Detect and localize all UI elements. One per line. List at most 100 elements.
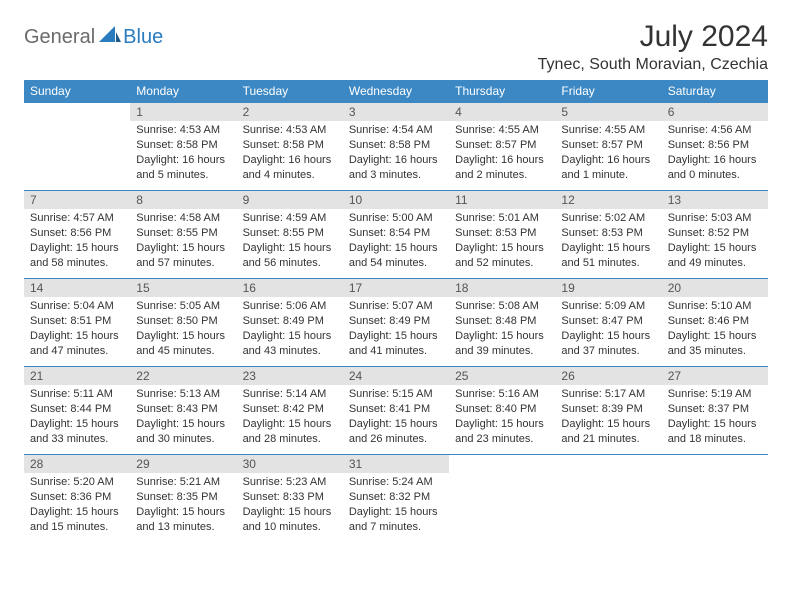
daylight-text: Daylight: 15 hours and 49 minutes. <box>668 241 762 271</box>
calendar-day-cell: 20Sunrise: 5:10 AMSunset: 8:46 PMDayligh… <box>662 279 768 367</box>
sunset-text: Sunset: 8:50 PM <box>136 314 230 329</box>
day-number: 28 <box>24 455 130 473</box>
sunset-text: Sunset: 8:39 PM <box>561 402 655 417</box>
daylight-text: Daylight: 15 hours and 13 minutes. <box>136 505 230 535</box>
daylight-text: Daylight: 15 hours and 45 minutes. <box>136 329 230 359</box>
day-number: 29 <box>130 455 236 473</box>
sunrise-text: Sunrise: 5:21 AM <box>136 475 230 490</box>
sunrise-text: Sunrise: 5:24 AM <box>349 475 443 490</box>
sunset-text: Sunset: 8:58 PM <box>243 138 337 153</box>
calendar-day-cell: 16Sunrise: 5:06 AMSunset: 8:49 PMDayligh… <box>237 279 343 367</box>
daylight-text: Daylight: 16 hours and 0 minutes. <box>668 153 762 183</box>
calendar-day-cell: 9Sunrise: 4:59 AMSunset: 8:55 PMDaylight… <box>237 191 343 279</box>
daylight-text: Daylight: 15 hours and 10 minutes. <box>243 505 337 535</box>
day-info: Sunrise: 4:53 AMSunset: 8:58 PMDaylight:… <box>237 121 343 184</box>
weekday-header: Tuesday <box>237 80 343 103</box>
sunset-text: Sunset: 8:58 PM <box>136 138 230 153</box>
calendar-week-row: 21Sunrise: 5:11 AMSunset: 8:44 PMDayligh… <box>24 367 768 455</box>
weekday-header: Saturday <box>662 80 768 103</box>
calendar-day-cell: 29Sunrise: 5:21 AMSunset: 8:35 PMDayligh… <box>130 455 236 543</box>
location: Tynec, South Moravian, Czechia <box>538 56 768 74</box>
calendar-day-cell: 21Sunrise: 5:11 AMSunset: 8:44 PMDayligh… <box>24 367 130 455</box>
day-number: 9 <box>237 191 343 209</box>
day-info: Sunrise: 5:11 AMSunset: 8:44 PMDaylight:… <box>24 385 130 448</box>
day-number <box>449 455 555 459</box>
daylight-text: Daylight: 16 hours and 4 minutes. <box>243 153 337 183</box>
sunrise-text: Sunrise: 4:55 AM <box>561 123 655 138</box>
day-number: 2 <box>237 103 343 121</box>
sunset-text: Sunset: 8:58 PM <box>349 138 443 153</box>
day-info: Sunrise: 4:56 AMSunset: 8:56 PMDaylight:… <box>662 121 768 184</box>
daylight-text: Daylight: 15 hours and 58 minutes. <box>30 241 124 271</box>
day-number: 31 <box>343 455 449 473</box>
sunset-text: Sunset: 8:57 PM <box>561 138 655 153</box>
day-number: 25 <box>449 367 555 385</box>
daylight-text: Daylight: 15 hours and 15 minutes. <box>30 505 124 535</box>
calendar-day-cell: 13Sunrise: 5:03 AMSunset: 8:52 PMDayligh… <box>662 191 768 279</box>
daylight-text: Daylight: 16 hours and 3 minutes. <box>349 153 443 183</box>
calendar-day-cell: 28Sunrise: 5:20 AMSunset: 8:36 PMDayligh… <box>24 455 130 543</box>
daylight-text: Daylight: 15 hours and 52 minutes. <box>455 241 549 271</box>
day-number: 6 <box>662 103 768 121</box>
daylight-text: Daylight: 15 hours and 47 minutes. <box>30 329 124 359</box>
calendar-day-cell: 26Sunrise: 5:17 AMSunset: 8:39 PMDayligh… <box>555 367 661 455</box>
day-info: Sunrise: 5:19 AMSunset: 8:37 PMDaylight:… <box>662 385 768 448</box>
sunset-text: Sunset: 8:32 PM <box>349 490 443 505</box>
calendar-day-cell: 23Sunrise: 5:14 AMSunset: 8:42 PMDayligh… <box>237 367 343 455</box>
day-number: 4 <box>449 103 555 121</box>
calendar-day-cell: 27Sunrise: 5:19 AMSunset: 8:37 PMDayligh… <box>662 367 768 455</box>
sunrise-text: Sunrise: 5:06 AM <box>243 299 337 314</box>
day-number: 23 <box>237 367 343 385</box>
sunrise-text: Sunrise: 4:55 AM <box>455 123 549 138</box>
day-info: Sunrise: 5:20 AMSunset: 8:36 PMDaylight:… <box>24 473 130 536</box>
day-info: Sunrise: 5:09 AMSunset: 8:47 PMDaylight:… <box>555 297 661 360</box>
sunset-text: Sunset: 8:53 PM <box>455 226 549 241</box>
sunrise-text: Sunrise: 5:09 AM <box>561 299 655 314</box>
calendar-day-cell <box>449 455 555 543</box>
sunrise-text: Sunrise: 4:56 AM <box>668 123 762 138</box>
sunset-text: Sunset: 8:37 PM <box>668 402 762 417</box>
calendar-day-cell: 3Sunrise: 4:54 AMSunset: 8:58 PMDaylight… <box>343 103 449 191</box>
day-info: Sunrise: 5:13 AMSunset: 8:43 PMDaylight:… <box>130 385 236 448</box>
calendar-week-row: 14Sunrise: 5:04 AMSunset: 8:51 PMDayligh… <box>24 279 768 367</box>
sunrise-text: Sunrise: 5:16 AM <box>455 387 549 402</box>
sunset-text: Sunset: 8:33 PM <box>243 490 337 505</box>
calendar-day-cell: 30Sunrise: 5:23 AMSunset: 8:33 PMDayligh… <box>237 455 343 543</box>
sunset-text: Sunset: 8:51 PM <box>30 314 124 329</box>
daylight-text: Daylight: 15 hours and 7 minutes. <box>349 505 443 535</box>
daylight-text: Daylight: 15 hours and 18 minutes. <box>668 417 762 447</box>
sunset-text: Sunset: 8:55 PM <box>136 226 230 241</box>
sunrise-text: Sunrise: 5:17 AM <box>561 387 655 402</box>
day-info: Sunrise: 5:06 AMSunset: 8:49 PMDaylight:… <box>237 297 343 360</box>
sunset-text: Sunset: 8:43 PM <box>136 402 230 417</box>
daylight-text: Daylight: 16 hours and 5 minutes. <box>136 153 230 183</box>
day-info: Sunrise: 5:07 AMSunset: 8:49 PMDaylight:… <box>343 297 449 360</box>
sunset-text: Sunset: 8:48 PM <box>455 314 549 329</box>
day-info: Sunrise: 4:59 AMSunset: 8:55 PMDaylight:… <box>237 209 343 272</box>
calendar-day-cell: 7Sunrise: 4:57 AMSunset: 8:56 PMDaylight… <box>24 191 130 279</box>
calendar-day-cell: 10Sunrise: 5:00 AMSunset: 8:54 PMDayligh… <box>343 191 449 279</box>
logo: General Blue <box>24 20 163 49</box>
calendar-day-cell: 18Sunrise: 5:08 AMSunset: 8:48 PMDayligh… <box>449 279 555 367</box>
sunset-text: Sunset: 8:35 PM <box>136 490 230 505</box>
calendar-week-row: 1Sunrise: 4:53 AMSunset: 8:58 PMDaylight… <box>24 103 768 191</box>
sunrise-text: Sunrise: 5:13 AM <box>136 387 230 402</box>
day-info: Sunrise: 5:17 AMSunset: 8:39 PMDaylight:… <box>555 385 661 448</box>
sunrise-text: Sunrise: 4:53 AM <box>243 123 337 138</box>
sunset-text: Sunset: 8:42 PM <box>243 402 337 417</box>
day-number <box>24 103 130 107</box>
sunrise-text: Sunrise: 5:03 AM <box>668 211 762 226</box>
calendar-day-cell: 15Sunrise: 5:05 AMSunset: 8:50 PMDayligh… <box>130 279 236 367</box>
calendar-day-cell: 11Sunrise: 5:01 AMSunset: 8:53 PMDayligh… <box>449 191 555 279</box>
calendar-day-cell: 4Sunrise: 4:55 AMSunset: 8:57 PMDaylight… <box>449 103 555 191</box>
day-info: Sunrise: 5:21 AMSunset: 8:35 PMDaylight:… <box>130 473 236 536</box>
daylight-text: Daylight: 16 hours and 2 minutes. <box>455 153 549 183</box>
day-number: 24 <box>343 367 449 385</box>
daylight-text: Daylight: 15 hours and 56 minutes. <box>243 241 337 271</box>
calendar-day-cell <box>555 455 661 543</box>
calendar-day-cell: 1Sunrise: 4:53 AMSunset: 8:58 PMDaylight… <box>130 103 236 191</box>
sunset-text: Sunset: 8:49 PM <box>349 314 443 329</box>
daylight-text: Daylight: 15 hours and 33 minutes. <box>30 417 124 447</box>
sunset-text: Sunset: 8:57 PM <box>455 138 549 153</box>
day-info: Sunrise: 4:55 AMSunset: 8:57 PMDaylight:… <box>449 121 555 184</box>
